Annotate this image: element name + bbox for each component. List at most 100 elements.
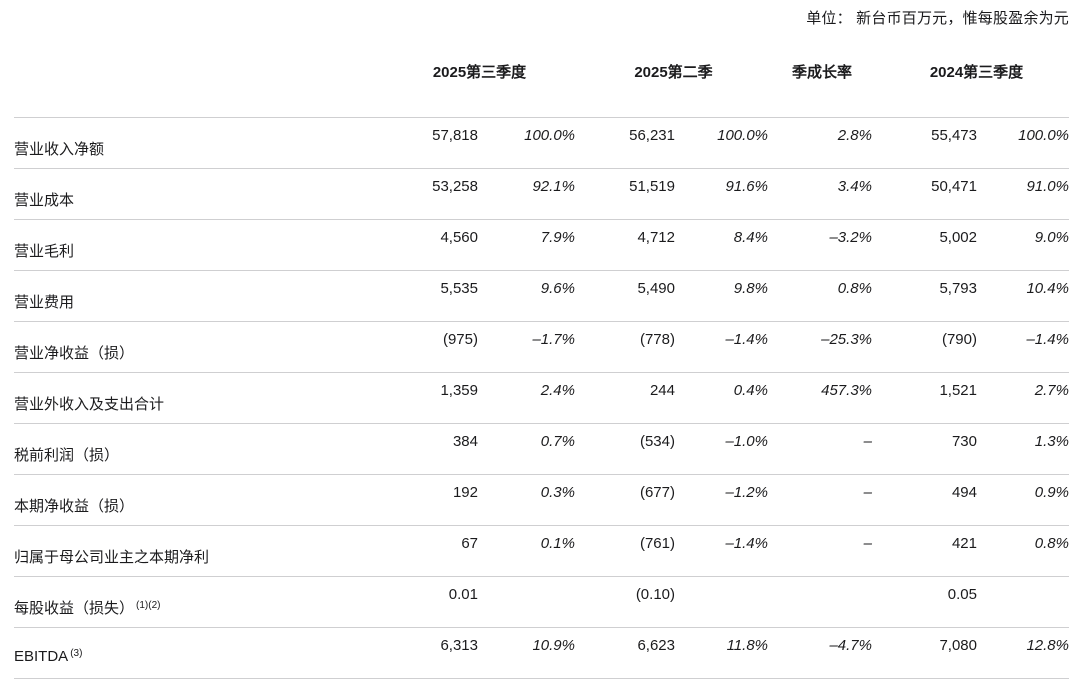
table-row-ebitda: EBITDA (3) 6,313 10.9% 6,623 11.8% –4.7% … — [14, 627, 1069, 678]
footnote-marker: (1)(2) — [136, 599, 161, 611]
row-label-text: 营业外收入及支出合计 — [14, 395, 165, 413]
cell-q2-2025-pct: 0.4% — [733, 381, 768, 399]
cell-q2-2025-amount: 51,519 — [629, 177, 675, 195]
cell-qoq-growth: 3.4% — [837, 177, 872, 195]
cell-qoq-growth: –3.2% — [829, 228, 872, 246]
cell-q2-2025-pct: 100.0% — [717, 126, 768, 144]
cell-q3-2025-pct: 10.9% — [532, 636, 575, 654]
row-label: 营业毛利 — [14, 219, 400, 270]
header-empty-cell — [14, 48, 400, 117]
cell-q3-2024-pct: 91.0% — [1026, 177, 1069, 195]
row-label-text: 税前利润（损） — [14, 446, 120, 464]
row-label: 营业费用 — [14, 270, 400, 321]
row-label-text: 每股收益（损失） — [14, 599, 135, 617]
cell-q3-2025-pct — [478, 576, 575, 627]
cell-q3-2024-amount: 5,793 — [939, 279, 977, 297]
table-row-operating-expenses: 营业费用 5,535 9.6% 5,490 9.8% 0.8% 5,793 10… — [14, 270, 1069, 321]
cell-q3-2025-amount: 57,818 — [432, 126, 478, 144]
cell-q3-2024-amount: 494 — [951, 483, 977, 501]
cell-q2-2025-pct — [675, 576, 768, 627]
cell-q3-2024-pct: 1.3% — [1034, 432, 1069, 450]
cell-qoq-growth — [768, 576, 872, 627]
cell-q3-2025-amount: 5,535 — [440, 279, 478, 297]
cell-q3-2024-amount: 1,521 — [939, 381, 977, 399]
cell-q3-2025-amount: 53,258 — [432, 177, 478, 195]
cell-q3-2025-amount: (975) — [442, 330, 478, 348]
cell-q3-2024-pct: –1.4% — [1026, 330, 1069, 348]
cell-q3-2025-amount: 6,313 — [440, 636, 478, 654]
cell-q3-2024-pct: 10.4% — [1026, 279, 1069, 297]
cell-q3-2024-amount: 730 — [951, 432, 977, 450]
cell-q3-2025-pct: 92.1% — [532, 177, 575, 195]
cell-q2-2025-amount: (761) — [639, 534, 675, 552]
cell-qoq-growth: –25.3% — [821, 330, 872, 348]
cell-q2-2025-amount: 56,231 — [629, 126, 675, 144]
cell-q2-2025-pct: 9.8% — [733, 279, 768, 297]
cell-q3-2025-pct: 9.6% — [540, 279, 575, 297]
cell-q2-2025-amount: 4,712 — [637, 228, 675, 246]
cell-q3-2025-amount: 1,359 — [440, 381, 478, 399]
table-row-operating-income: 营业净收益（损） (975) –1.7% (778) –1.4% –25.3% … — [14, 321, 1069, 372]
cell-q2-2025-amount: (677) — [639, 483, 675, 501]
cell-q3-2025-pct: 0.7% — [540, 432, 575, 450]
cell-q3-2024-amount: (790) — [941, 330, 977, 348]
cell-q3-2025-amount: 67 — [461, 534, 478, 552]
cell-q3-2025-amount: 192 — [452, 483, 478, 501]
row-label: 归属于母公司业主之本期净利 — [14, 525, 400, 576]
cell-q3-2024-pct: 100.0% — [1018, 126, 1069, 144]
footnote-marker: (3) — [70, 647, 83, 659]
cell-q2-2025-amount: (778) — [639, 330, 675, 348]
cell-qoq-growth: – — [863, 534, 872, 552]
cell-qoq-growth: – — [863, 483, 872, 501]
cell-qoq-growth: 2.8% — [837, 126, 872, 144]
cell-q3-2024-pct: 12.8% — [1026, 636, 1069, 654]
cell-q2-2025-amount: (0.10) — [635, 585, 675, 603]
row-label-text: EBITDA — [14, 647, 69, 665]
cell-qoq-growth: – — [863, 432, 872, 450]
row-label: 营业成本 — [14, 168, 400, 219]
cell-q3-2025-pct: 7.9% — [540, 228, 575, 246]
cell-q2-2025-amount: 5,490 — [637, 279, 675, 297]
cell-q3-2024-pct: 0.8% — [1034, 534, 1069, 552]
cell-q2-2025-pct: –1.0% — [725, 432, 768, 450]
table-row-net-revenue: 营业收入净额 57,818 100.0% 56,231 100.0% 2.8% … — [14, 117, 1069, 168]
cell-q2-2025-pct: –1.4% — [725, 534, 768, 552]
row-label-text: 归属于母公司业主之本期净利 — [14, 548, 210, 566]
cell-q3-2024-pct — [977, 576, 1069, 627]
cell-q3-2025-pct: 0.1% — [540, 534, 575, 552]
table-row-gross-profit: 营业毛利 4,560 7.9% 4,712 8.4% –3.2% 5,002 9… — [14, 219, 1069, 270]
cell-q2-2025-pct: 91.6% — [725, 177, 768, 195]
cell-q3-2024-amount: 50,471 — [931, 177, 977, 195]
table-row-cost-of-revenue: 营业成本 53,258 92.1% 51,519 91.6% 3.4% 50,4… — [14, 168, 1069, 219]
row-label-text: 营业毛利 — [14, 242, 75, 260]
row-label: 营业外收入及支出合计 — [14, 372, 400, 423]
cell-qoq-growth: 0.8% — [837, 279, 872, 297]
cell-q2-2025-pct: 11.8% — [726, 636, 768, 654]
cell-q3-2025-pct: 0.3% — [540, 483, 575, 501]
cell-q2-2025-amount: 6,623 — [637, 636, 675, 654]
row-label: 每股收益（损失） (1)(2) — [14, 576, 400, 627]
row-label: 税前利润（损） — [14, 423, 400, 474]
cell-q3-2024-pct: 9.0% — [1034, 228, 1069, 246]
header-qoq-growth: 季成长率 — [791, 64, 852, 82]
header-2024-q3: 2024第三季度 — [929, 64, 1024, 82]
cell-q3-2024-amount: 7,080 — [939, 636, 977, 654]
header-2025-q3: 2025第三季度 — [432, 64, 527, 82]
row-label-text: 营业费用 — [14, 293, 75, 311]
row-label-text: 本期净收益（损） — [14, 497, 135, 515]
income-statement-table: 2025第三季度 2025第二季 季成长率 2024第三季度 营业收入净额 57… — [14, 48, 1069, 679]
table-row-pretax-income: 税前利润（损） 384 0.7% (534) –1.0% – 730 1.3% — [14, 423, 1069, 474]
cell-q3-2025-pct: 100.0% — [524, 126, 575, 144]
row-label: EBITDA (3) — [14, 627, 400, 678]
cell-q3-2025-pct: –1.7% — [532, 330, 575, 348]
row-label: 营业净收益（损） — [14, 321, 400, 372]
cell-q2-2025-amount: 244 — [649, 381, 675, 399]
row-label-text: 营业收入净额 — [14, 140, 105, 158]
cell-q3-2025-amount: 4,560 — [440, 228, 478, 246]
header-2025-q2: 2025第二季 — [634, 64, 713, 82]
cell-q3-2024-amount: 5,002 — [939, 228, 977, 246]
cell-q3-2024-amount: 421 — [951, 534, 977, 552]
cell-q2-2025-pct: 8.4% — [733, 228, 768, 246]
cell-q3-2025-amount: 384 — [452, 432, 478, 450]
row-label-text: 营业净收益（损） — [14, 344, 135, 362]
